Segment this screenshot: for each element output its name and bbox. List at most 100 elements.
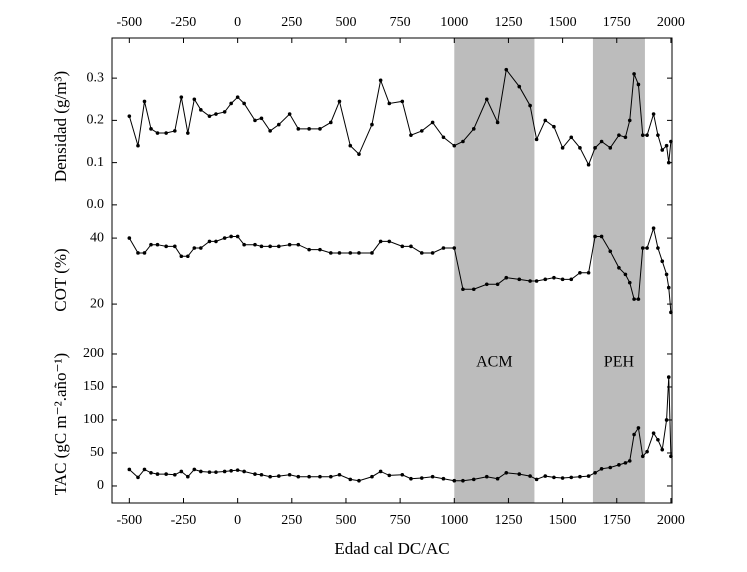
x-tick-label-top: 250 (281, 15, 302, 30)
y-tick-label: 0.2 (87, 113, 105, 128)
data-point (664, 143, 669, 148)
data-point (504, 275, 509, 280)
data-point (617, 265, 621, 270)
data-point (192, 467, 197, 472)
x-tick-label: 2000 (657, 513, 685, 528)
data-point (484, 97, 489, 102)
y-tick-label: 100 (83, 412, 104, 427)
data-point (253, 242, 257, 247)
data-point (528, 279, 532, 283)
data-point (268, 474, 272, 479)
data-point (149, 242, 153, 247)
data-point (296, 474, 301, 479)
data-point (329, 251, 333, 255)
data-point (136, 475, 140, 480)
data-point (378, 78, 383, 83)
data-point (419, 476, 424, 480)
shaded-period (592, 38, 645, 503)
data-point (623, 272, 628, 277)
data-point (632, 72, 636, 76)
data-point (337, 251, 342, 255)
data-point (666, 160, 671, 165)
data-point (664, 418, 669, 422)
data-point (517, 472, 522, 476)
y-tick-label: 50 (90, 445, 104, 460)
data-point (441, 476, 446, 481)
data-point (287, 112, 292, 116)
x-tick-label-top: 2000 (657, 15, 685, 30)
data-point (569, 277, 574, 282)
x-tick-label: 1750 (603, 513, 631, 528)
data-point (578, 146, 582, 150)
data-point (484, 282, 489, 287)
data-point (543, 118, 548, 123)
x-tick-label-top: -250 (171, 15, 197, 30)
data-point (651, 431, 656, 435)
data-point (149, 127, 153, 131)
data-point (242, 101, 246, 106)
data-point (409, 476, 413, 481)
data-point (578, 270, 582, 275)
data-point (207, 114, 212, 118)
y-tick-label: 0.3 (87, 70, 105, 85)
data-point (142, 467, 147, 472)
data-point (471, 287, 476, 292)
data-point (461, 478, 465, 483)
data-point (287, 242, 292, 247)
data-point (199, 469, 203, 474)
period-label: PEH (604, 354, 635, 371)
data-point (528, 474, 532, 478)
data-point (253, 472, 257, 476)
data-point (636, 82, 641, 87)
x-tick-label-top: 1750 (603, 15, 631, 30)
x-axis-label: Edad cal DC/AC (334, 539, 449, 558)
plot-frame (111, 37, 673, 504)
data-point (586, 474, 591, 478)
data-point (664, 272, 669, 277)
data-point (268, 129, 272, 133)
data-point (645, 449, 649, 454)
data-point (495, 282, 500, 287)
data-point (552, 275, 556, 280)
data-point (623, 135, 628, 140)
x-tick-label-top: 1000 (440, 15, 468, 30)
data-point (441, 135, 446, 140)
data-point (599, 467, 604, 471)
x-tick-label: 500 (335, 513, 356, 528)
data-point (318, 474, 322, 479)
data-point (173, 129, 177, 133)
data-point (656, 246, 660, 250)
data-point (409, 244, 413, 249)
data-point (669, 139, 673, 144)
data-point (192, 246, 197, 250)
data-point (235, 95, 240, 99)
data-point (400, 244, 405, 249)
x-tick-label-top: -500 (116, 15, 142, 30)
data-point (586, 270, 591, 275)
data-point (666, 285, 671, 290)
data-point (495, 120, 500, 125)
data-point (136, 143, 140, 148)
data-point (534, 477, 539, 482)
data-point (199, 108, 203, 112)
data-point (348, 143, 353, 148)
x-tick-label-top: 1250 (494, 15, 522, 30)
data-point (452, 478, 457, 483)
data-point (645, 133, 649, 137)
data-point (164, 131, 168, 135)
data-point (307, 127, 311, 131)
data-point (599, 139, 604, 144)
data-point (378, 469, 383, 474)
data-point (560, 277, 565, 282)
data-point (277, 474, 281, 478)
data-point (337, 99, 342, 104)
data-point (627, 118, 632, 123)
data-point (656, 133, 660, 137)
data-point (186, 131, 190, 135)
data-point (222, 469, 227, 474)
period-label: ACM (476, 354, 512, 371)
data-point (207, 470, 212, 474)
data-point (627, 280, 632, 285)
data-point (387, 101, 392, 106)
data-point (461, 287, 465, 292)
